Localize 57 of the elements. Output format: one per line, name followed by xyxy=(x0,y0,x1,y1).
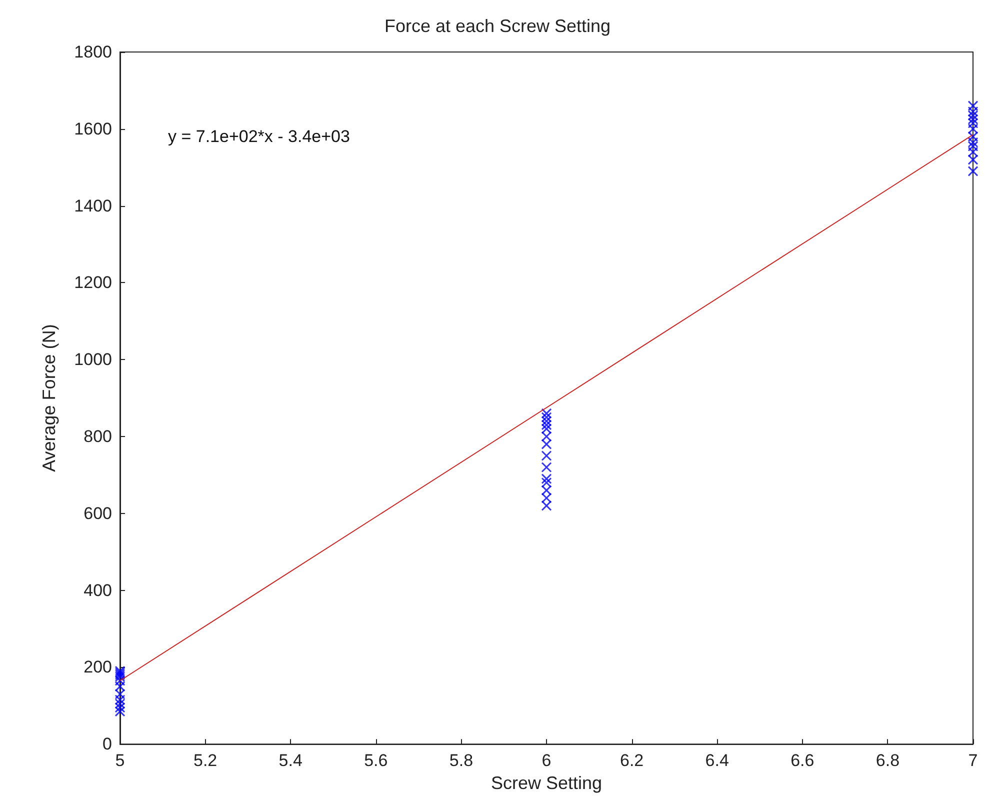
chart-title: Force at each Screw Setting xyxy=(384,16,611,36)
x-axis-title: Screw Setting xyxy=(490,773,602,793)
point xyxy=(968,106,978,117)
point xyxy=(114,694,126,706)
y-tick-label: 1600 xyxy=(74,119,112,138)
point xyxy=(968,110,978,121)
point xyxy=(114,706,126,717)
y-tick-label: 1000 xyxy=(74,350,112,370)
y-tick-label: 1800 xyxy=(74,42,112,62)
point xyxy=(541,408,552,419)
point xyxy=(114,698,126,709)
point xyxy=(968,114,978,125)
y-tick-label: 400 xyxy=(84,580,112,600)
point xyxy=(541,416,552,426)
y-tick-label: 1200 xyxy=(74,273,112,292)
x-tick-label: 7 xyxy=(968,751,978,770)
point xyxy=(968,146,978,158)
point xyxy=(968,140,978,152)
point xyxy=(968,131,978,142)
x-tick-label: 6.6 xyxy=(790,751,814,770)
x-tick-label: 5.6 xyxy=(364,751,388,770)
x-tick-label: 6.8 xyxy=(876,751,900,770)
point xyxy=(541,438,552,450)
y-tick-label: 800 xyxy=(84,427,112,446)
point xyxy=(541,420,552,430)
point xyxy=(541,492,552,504)
y-tick-label: 200 xyxy=(84,658,112,677)
point xyxy=(968,166,978,176)
point xyxy=(968,124,978,134)
annotation: y = 7.1e+02*x - 3.4e+03 xyxy=(168,127,350,146)
point xyxy=(541,424,552,434)
point xyxy=(541,477,552,488)
point xyxy=(541,450,552,461)
point xyxy=(968,154,978,165)
point xyxy=(541,474,552,484)
point xyxy=(541,431,552,442)
point xyxy=(114,688,126,700)
x-tick-label: 6.4 xyxy=(705,751,729,770)
point xyxy=(968,137,978,148)
x-tick-label: 5.8 xyxy=(449,751,474,770)
point xyxy=(968,118,978,128)
x-tick-label: 6.2 xyxy=(620,751,644,770)
point xyxy=(114,702,126,713)
point xyxy=(541,500,552,511)
x-tick-label: 5 xyxy=(115,751,125,770)
y-tick-label: 1400 xyxy=(74,196,112,216)
y-tick-label: 0 xyxy=(102,734,112,754)
y-axis-title: Average Force (N) xyxy=(39,324,59,472)
point xyxy=(541,462,552,473)
point xyxy=(541,412,552,423)
point xyxy=(114,681,126,692)
point xyxy=(968,100,978,112)
y-tick-label: 600 xyxy=(84,504,112,523)
x-tick-label: 5.2 xyxy=(193,751,218,770)
x-tick-label: 6 xyxy=(542,751,552,770)
x-tick-label: 5.4 xyxy=(278,751,302,770)
point xyxy=(541,485,552,496)
